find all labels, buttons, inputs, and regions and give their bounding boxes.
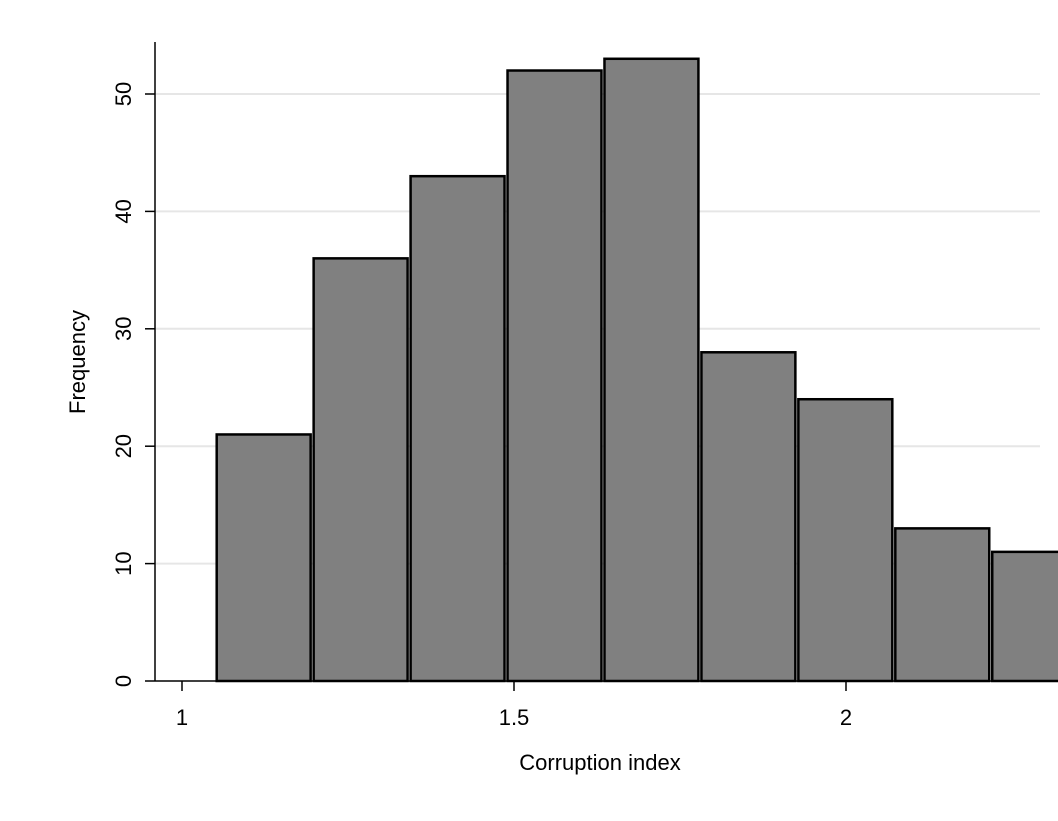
histogram-bar-0 bbox=[215, 433, 312, 683]
x-tick-label-1: 1 bbox=[176, 705, 188, 730]
y-tick-label-40: 40 bbox=[111, 199, 136, 223]
histogram-bars bbox=[215, 57, 1058, 683]
y-axis-ticks: 0 10 20 30 40 50 bbox=[111, 82, 155, 687]
histogram-bar-4 bbox=[603, 57, 700, 683]
y-axis-title: Frequency bbox=[65, 310, 90, 414]
histogram-bar-6 bbox=[797, 397, 894, 683]
histogram-bar-7 bbox=[894, 527, 991, 683]
y-tick-label-20: 20 bbox=[111, 434, 136, 458]
axes bbox=[154, 42, 1040, 682]
histogram-bar-5 bbox=[700, 351, 797, 683]
y-tick-label-50: 50 bbox=[111, 82, 136, 106]
y-tick-label-0: 0 bbox=[111, 675, 136, 687]
x-axis-title: Corruption index bbox=[519, 750, 680, 775]
histogram-bar-2 bbox=[409, 174, 506, 683]
y-tick-label-10: 10 bbox=[111, 551, 136, 575]
x-axis-ticks: 11.522.533.5 bbox=[176, 681, 852, 730]
histogram-bar-8 bbox=[991, 550, 1058, 683]
y-tick-label-30: 30 bbox=[111, 317, 136, 341]
histogram-bar-1 bbox=[312, 257, 409, 683]
x-tick-label-1.5: 1.5 bbox=[499, 705, 530, 730]
x-tick-label-2: 2 bbox=[840, 705, 852, 730]
histogram-bar-3 bbox=[506, 69, 603, 683]
